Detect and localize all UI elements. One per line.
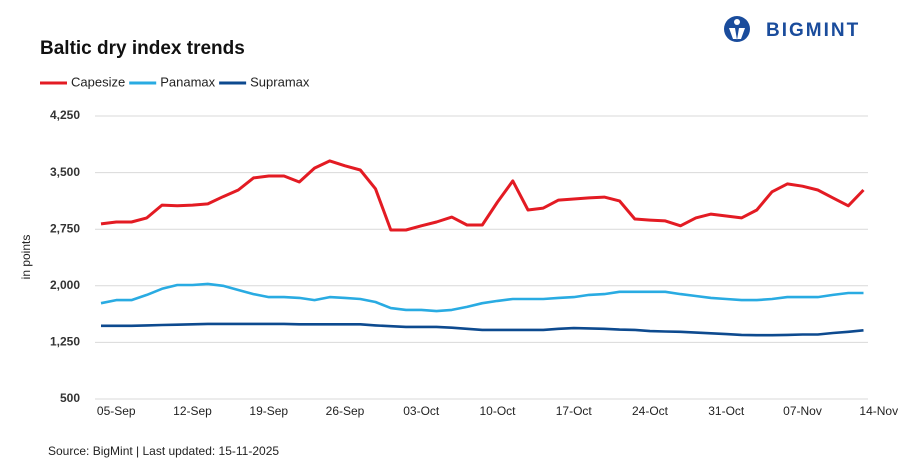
y-axis-label: in points (19, 235, 33, 280)
y-tick-label: 2,750 (50, 221, 80, 235)
logo-text: BIGMINT (766, 20, 860, 41)
y-tick-label: 3,500 (50, 165, 80, 179)
y-tick-label: 4,250 (50, 108, 80, 122)
x-tick-label: 10-Oct (479, 404, 516, 418)
series-line (101, 322, 864, 337)
series-line (100, 159, 865, 232)
series-line (100, 282, 864, 313)
x-tick-label: 26-Sep (326, 404, 365, 418)
y-tick-label: 2,000 (50, 278, 80, 292)
logo: BIGMINT (724, 16, 860, 42)
x-tick-label: 12-Sep (173, 404, 212, 418)
source-note: Source: BigMint | Last updated: 15-11-20… (48, 444, 279, 458)
logo-icon (724, 16, 750, 42)
x-tick-label: 14-Nov (859, 404, 898, 418)
x-tick-label: 07-Nov (783, 404, 822, 418)
chart-title: Baltic dry index trends (40, 38, 245, 59)
x-tick-label: 31-Oct (708, 404, 745, 418)
x-tick-label: 19-Sep (249, 404, 288, 418)
logo-icon-figure (729, 28, 745, 40)
y-tick-label: 1,250 (50, 335, 80, 349)
legend-label: Capesize (71, 74, 125, 89)
legend-label: Supramax (250, 74, 310, 89)
logo-icon-dot (734, 19, 740, 25)
x-tick-label: 17-Oct (556, 404, 593, 418)
y-tick-label: 500 (60, 391, 80, 405)
x-tick-label: 24-Oct (632, 404, 669, 418)
legend-label: Panamax (160, 74, 215, 89)
x-tick-label: 05-Sep (97, 404, 136, 418)
x-tick-label: 03-Oct (403, 404, 440, 418)
